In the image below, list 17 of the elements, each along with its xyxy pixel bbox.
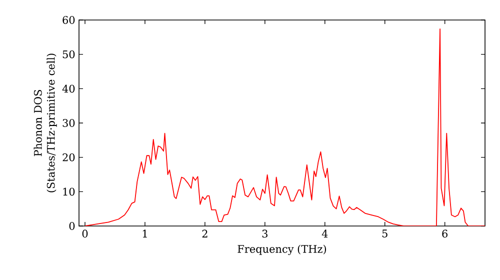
x-tick-label: 5 <box>382 230 388 238</box>
x-tick-label: 4 <box>322 230 328 238</box>
y-tick-label: 20 <box>62 153 75 162</box>
y-tick-label: 0 <box>69 222 75 230</box>
y-tick-label: 10 <box>63 188 75 196</box>
x-tick-label: 3 <box>262 230 268 238</box>
x-tick-label: 1 <box>142 230 147 238</box>
x-tick-label: 2 <box>202 230 208 238</box>
y-axis-title: Phonon DOS (States/THz·primitive cell) <box>34 54 57 192</box>
y-tick-label: 30 <box>62 119 75 127</box>
y-tick-label: 50 <box>62 50 75 58</box>
x-tick-label: 0 <box>82 230 88 238</box>
y-tick-label: 60 <box>62 16 75 24</box>
x-axis-title: Frequency (THz) <box>238 244 326 256</box>
x-tick-label: 6 <box>442 230 448 238</box>
line-series <box>84 28 486 226</box>
y-tick-label: 40 <box>62 84 75 93</box>
